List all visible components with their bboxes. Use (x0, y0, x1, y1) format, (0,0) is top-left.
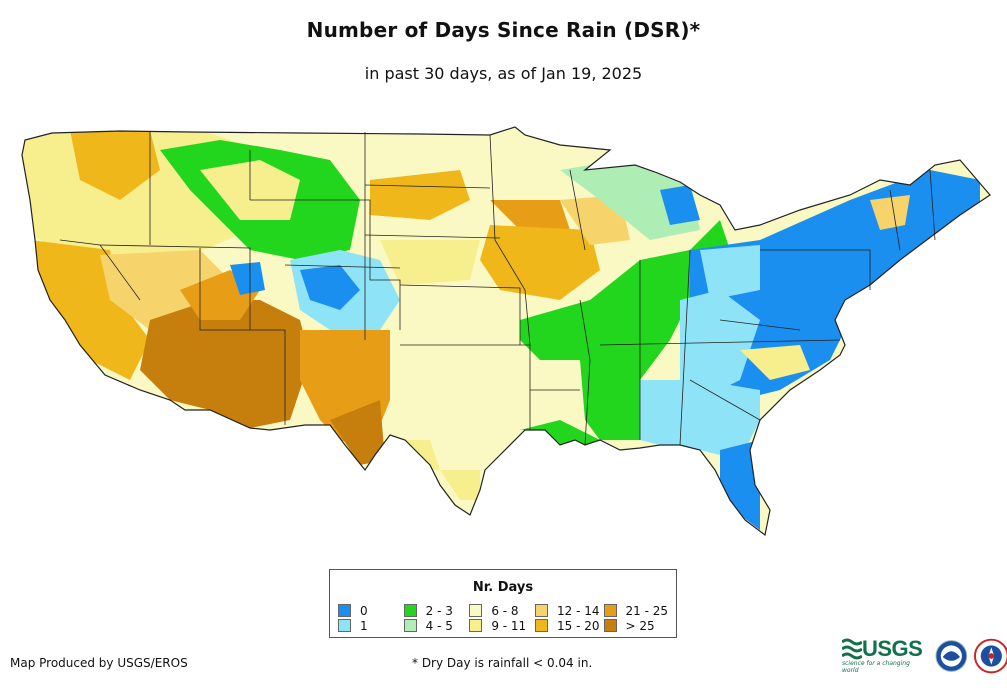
legend-label: 9 - 11 (491, 618, 527, 633)
noaa-logo (935, 640, 968, 672)
legend-item: 21 - 25 (603, 603, 669, 618)
map-subtitle: in past 30 days, as of Jan 19, 2025 (364, 64, 643, 83)
legend-swatch (469, 604, 483, 617)
legend-swatch (403, 619, 417, 632)
legend-item: 1 (338, 618, 400, 633)
legend-label: 0 (360, 603, 368, 618)
usgs-wave-icon (842, 638, 862, 660)
legend-label: 6 - 8 (491, 603, 519, 618)
usgs-tagline: science for a changing world (842, 660, 910, 674)
legend-label: > 25 (625, 618, 655, 633)
usgs-wordmark: USGS (862, 636, 923, 661)
dry-day-footnote: * Dry Day is rainfall < 0.04 in. (412, 656, 593, 670)
legend-label: 2 - 3 (425, 603, 453, 618)
legend-item: 9 - 11 (469, 618, 531, 633)
legend-swatch (469, 619, 483, 632)
legend-label: 15 - 20 (557, 618, 600, 633)
legend-swatch (338, 619, 351, 632)
dsr-shading (22, 127, 990, 535)
legend-label: 21 - 25 (625, 603, 669, 618)
legend-item: 4 - 5 (403, 618, 466, 633)
legend-label: 4 - 5 (425, 618, 453, 633)
legend-swatch (403, 604, 417, 617)
legend-item: 12 - 14 (535, 603, 600, 618)
state-boundaries (59, 132, 936, 446)
legend-swatch (535, 604, 548, 617)
agency-logos: USGS science for a changing world (842, 638, 1007, 674)
legend-item: 2 - 3 (403, 603, 466, 618)
legend-swatch (338, 604, 351, 617)
legend-label: 1 (360, 618, 368, 633)
legend-item: 15 - 20 (535, 618, 600, 633)
legend-item: 6 - 8 (469, 603, 531, 618)
legend-label: 12 - 14 (557, 603, 600, 618)
legend-item: 0 (338, 603, 400, 618)
legend-item: > 25 (603, 618, 669, 633)
map-credit: Map Produced by USGS/EROS (10, 656, 188, 670)
legend-title: Nr. Days (472, 580, 534, 595)
map-title: Number of Days Since Rain (DSR)* (306, 18, 701, 42)
legend-swatch (603, 604, 617, 617)
legend-swatch (535, 619, 548, 632)
legend-swatch (603, 619, 617, 632)
usgs-logo: USGS science for a changing world (842, 638, 925, 674)
nws-logo (973, 638, 1007, 674)
